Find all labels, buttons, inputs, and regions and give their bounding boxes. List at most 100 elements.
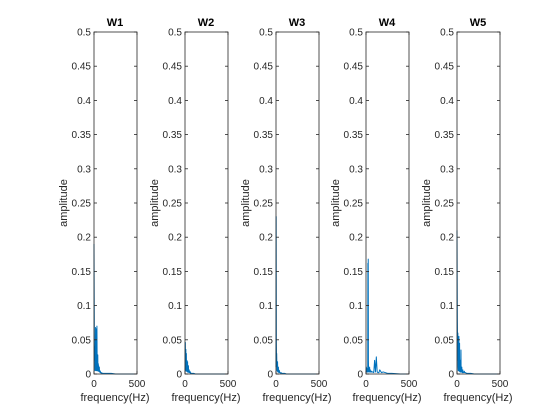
y-axis-label: amplitude [240,179,252,227]
y-tick-label: 0.1 [168,301,182,312]
y-tick-label: 0.2 [440,233,454,244]
y-tick-label: 0.2 [259,233,273,244]
y-tick-label: 0.15 [72,267,92,278]
y-tick-label: 0.4 [77,96,91,107]
x-tick-label: 0 [273,379,279,390]
y-tick-label: 0.45 [72,62,92,73]
plot-area [185,32,228,374]
y-tick-label: 0.4 [168,96,182,107]
y-axis-label: amplitude [58,179,70,227]
y-tick-label: 0.5 [168,28,182,39]
series-layer [184,342,228,375]
y-tick-label: 0.45 [254,62,274,73]
subplot-w3: W3 00.050.10.150.20.250.30.350.40.450.50… [240,17,332,404]
y-tick-label: 0.5 [440,28,454,39]
y-tick-label: 0 [176,370,182,381]
series-line [456,230,500,375]
x-axis-label: frequency(Hz) [443,392,512,404]
x-axis-label: frequency(Hz) [262,392,331,404]
y-tick-label: 0.3 [168,164,182,175]
y-tick-label: 0.5 [259,28,273,39]
series-layer [365,258,409,375]
y-tick-label: 0.3 [77,164,91,175]
x-tick-label: 0 [363,379,369,390]
x-tick-label: 0 [454,379,460,390]
y-axis-label: amplitude [330,179,342,227]
y-tick-label: 0.1 [440,301,454,312]
y-tick-label: 0.2 [168,233,182,244]
ticks-layer: 0 0.05 0.1 0.15 0.2 0.25 0.3 0.35 0.4 0.45 0.5 0 500 [163,28,237,391]
y-tick-label: 0.25 [254,199,274,210]
series-line [184,342,228,375]
subplot-w4: W4 00.050.10.150.20.250.30.350.40.450.50… [330,17,422,404]
subplot-title: W3 [289,17,306,29]
y-tick-label: 0.05 [163,335,183,346]
plot-area [94,32,137,374]
y-tick-label: 0.05 [435,335,455,346]
y-tick-label: 0.5 [77,28,91,39]
y-tick-label: 0.5 [349,28,363,39]
y-tick-label: 0.1 [349,301,363,312]
series-layer [93,244,137,375]
y-tick-label: 0.4 [259,96,273,107]
x-tick-label: 500 [492,379,509,390]
x-tick-label: 500 [220,379,237,390]
y-tick-label: 0.25 [72,199,92,210]
x-axis-label: frequency(Hz) [80,392,149,404]
y-tick-label: 0.35 [435,130,455,141]
y-tick-label: 0.25 [163,199,183,210]
subplot-w5: W5 00.050.10.150.20.250.30.350.40.450.50… [421,17,513,404]
y-tick-label: 0.25 [435,199,455,210]
subplot-w1: W1 00.050.10.150.20.250.30.350.40.450.50… [58,17,150,404]
y-tick-label: 0.35 [344,130,364,141]
subplot-title: W5 [470,17,487,29]
y-tick-label: 0.35 [72,130,92,141]
y-tick-label: 0 [267,370,273,381]
y-tick-label: 0.15 [254,267,274,278]
y-tick-label: 0.2 [77,233,91,244]
ticks-layer: 0 0.05 0.1 0.15 0.2 0.25 0.3 0.35 0.4 0.45 0.5 0 500 [72,28,146,391]
series-line [93,244,137,375]
y-axis-label: amplitude [149,179,161,227]
subplot-title: W4 [379,17,396,29]
y-tick-label: 0.45 [344,62,364,73]
y-tick-label: 0.05 [254,335,274,346]
series-line [365,258,409,375]
y-tick-label: 0.3 [259,164,273,175]
y-tick-label: 0.05 [72,335,92,346]
y-tick-label: 0.15 [163,267,183,278]
ticks-layer: 0 0.05 0.1 0.15 0.2 0.25 0.3 0.35 0.4 0.45 0.5 0 500 [435,28,509,391]
y-tick-label: 0.25 [344,199,364,210]
y-tick-label: 0.35 [163,130,183,141]
y-tick-label: 0.1 [259,301,273,312]
y-tick-label: 0 [448,370,454,381]
x-tick-label: 500 [401,379,418,390]
y-axis-label: amplitude [421,179,433,227]
y-tick-label: 0.15 [435,267,455,278]
plot-area [457,32,500,374]
x-tick-label: 500 [129,379,146,390]
subplot-title: W1 [107,17,124,29]
y-tick-label: 0.35 [254,130,274,141]
y-tick-label: 0.3 [440,164,454,175]
series-line [275,216,319,375]
y-tick-label: 0.2 [349,233,363,244]
y-tick-label: 0.1 [77,301,91,312]
series-layer [456,230,500,375]
x-tick-label: 500 [311,379,328,390]
plot-area [276,32,319,374]
plot-area [366,32,409,374]
y-tick-label: 0.45 [163,62,183,73]
y-tick-label: 0.4 [349,96,363,107]
x-axis-label: frequency(Hz) [171,392,240,404]
y-tick-label: 0.15 [344,267,364,278]
y-tick-label: 0.3 [349,164,363,175]
subplot-w2: W2 00.050.10.150.20.250.30.350.40.450.50… [149,17,241,404]
ticks-layer: 0 0.05 0.1 0.15 0.2 0.25 0.3 0.35 0.4 0.45 0.5 0 500 [254,28,328,391]
y-tick-label: 0.45 [435,62,455,73]
x-tick-label: 0 [182,379,188,390]
ticks-layer: 0 0.05 0.1 0.15 0.2 0.25 0.3 0.35 0.4 0.45 0.5 0 500 [344,28,418,391]
y-tick-label: 0.4 [440,96,454,107]
y-tick-label: 0.05 [344,335,364,346]
